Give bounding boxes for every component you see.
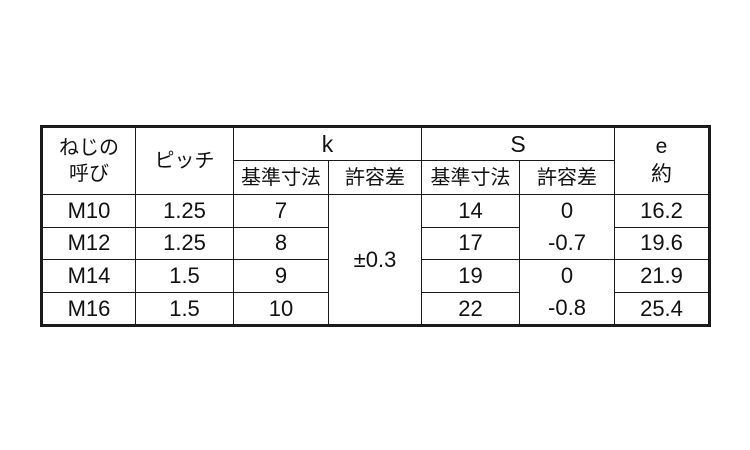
e-header-line2: 約 — [651, 163, 672, 186]
s-tolerance-subheader: 許容差 — [519, 160, 615, 195]
s-group-header: S — [421, 126, 615, 161]
s-basic-cell: 14 — [421, 194, 520, 228]
nominal-header-cell: ねじの 呼び — [41, 126, 136, 195]
table-row-m12: M12 1.25 8 17 19.6 — [41, 226, 710, 260]
k-basic-cell: 10 — [233, 292, 329, 326]
s-tolerance-upper-value: 0 — [560, 263, 574, 288]
e-approx-cell: 19.6 — [614, 226, 710, 260]
s-tolerance-upper-value: 0 — [560, 198, 574, 223]
e-header-line1: e — [655, 135, 668, 158]
k-group-header: k — [233, 126, 422, 161]
pitch-cell: 1.5 — [135, 259, 234, 293]
header-group-row: ねじの 呼び ピッチ k S e 約 — [41, 126, 710, 195]
e-approx-cell: 16.2 — [614, 194, 710, 228]
k-basic-subheader: 基準寸法 — [233, 160, 329, 195]
k-tolerance-cell: ±0.3 — [328, 194, 422, 326]
e-approx-cell: 25.4 — [614, 292, 710, 326]
bolt-dimension-spec-table: ねじの 呼び ピッチ k S e 約 基準寸法 許容差 基準寸法 許容差 M10… — [40, 125, 711, 327]
header-sub-row: 基準寸法 許容差 基準寸法 許容差 — [42, 160, 710, 195]
s-basic-subheader: 基準寸法 — [421, 160, 520, 195]
nominal-header-line2: 呼び — [69, 163, 109, 185]
s-basic-cell: 19 — [421, 259, 520, 293]
nominal-cell: M12 — [41, 226, 136, 260]
nominal-cell: M14 — [41, 259, 136, 293]
nominal-cell: M16 — [41, 292, 136, 326]
k-basic-cell: 8 — [233, 226, 329, 260]
table-row-m10: M10 1.25 7 ±0.3 14 0 -0.7 16.2 — [41, 194, 710, 326]
s-basic-cell: 22 — [421, 292, 520, 326]
nominal-header-line1: ねじの — [59, 137, 119, 159]
pitch-header-cell: ピッチ — [135, 126, 234, 195]
k-basic-cell: 7 — [233, 194, 329, 228]
s-tolerance-lower-value: -0.8 — [548, 295, 586, 320]
table-row-m14: M14 1.5 9 19 0 -0.8 21.9 — [41, 259, 710, 326]
s-tolerance-cell-lower-group: 0 -0.8 — [519, 259, 615, 326]
k-basic-cell: 9 — [233, 259, 329, 293]
e-approx-cell: 21.9 — [614, 259, 710, 293]
k-tolerance-subheader: 許容差 — [328, 160, 422, 195]
e-header-cell: e 約 — [614, 126, 710, 195]
s-tolerance-lower-value: -0.7 — [548, 230, 586, 255]
nominal-cell: M10 — [41, 194, 136, 228]
table-row-m16: M16 1.5 10 22 25.4 — [41, 292, 710, 326]
s-basic-cell: 17 — [421, 226, 520, 260]
pitch-cell: 1.25 — [135, 194, 234, 228]
s-tolerance-cell-upper-group: 0 -0.7 — [519, 194, 615, 260]
pitch-cell: 1.5 — [135, 292, 234, 326]
pitch-cell: 1.25 — [135, 226, 234, 260]
